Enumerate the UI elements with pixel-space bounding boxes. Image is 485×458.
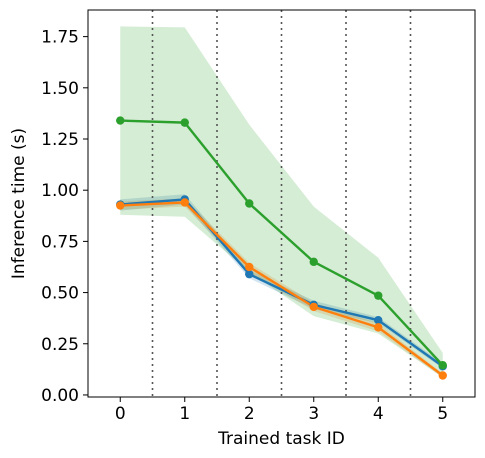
series-2-line — [120, 119, 444, 367]
x-tick-label-4: 4 — [373, 404, 384, 424]
series-1-point-0 — [116, 201, 125, 210]
series-2-band — [120, 26, 443, 378]
series-2-point-3 — [309, 257, 318, 267]
x-tick-label-0: 0 — [115, 404, 126, 424]
y-tick-label-0: 0.00 — [41, 386, 79, 406]
series-2-point-0 — [116, 116, 125, 125]
series-0-line — [120, 198, 444, 368]
confidence-bands — [120, 26, 443, 378]
series-2-point-1 — [180, 118, 189, 127]
series-1-point-2 — [245, 262, 254, 272]
series-lines — [120, 119, 444, 377]
y-tick-label-7: 1.75 — [41, 28, 79, 48]
plot-area-frame — [87, 9, 476, 398]
y-tick-label-5: 1.25 — [41, 130, 79, 150]
series-1-line — [120, 201, 444, 377]
axes: 0 1 2 3 4 5 0.00 0.25 0.50 0.75 1.00 1.25 1.50 1.75 — [41, 28, 448, 424]
y-tick-label-1: 0.25 — [41, 335, 79, 355]
y-tick-label-3: 0.75 — [41, 232, 79, 252]
series-1-point-5 — [438, 371, 447, 380]
series-2-point-4 — [374, 291, 383, 300]
series-1-point-3 — [309, 302, 318, 312]
series-1-point-4 — [374, 323, 383, 332]
series-points — [116, 116, 447, 380]
y-tick-label-2: 0.50 — [41, 284, 79, 304]
x-tick-label-3: 3 — [308, 404, 319, 424]
x-tick-label-1: 1 — [179, 404, 190, 424]
y-tick-label-4: 1.00 — [41, 181, 79, 201]
x-tick-label-2: 2 — [244, 404, 255, 424]
series-2-point-2 — [245, 199, 254, 208]
series-1-point-1 — [180, 198, 189, 207]
y-axis-label: Inference time (s) — [9, 128, 29, 279]
series-2-point-5 — [438, 361, 447, 370]
series-0-point-4 — [374, 316, 383, 325]
x-axis-label: Trained task ID — [217, 429, 345, 449]
x-tick-label-5: 5 — [437, 404, 448, 424]
series-0-point-2 — [245, 269, 254, 279]
y-tick-label-6: 1.50 — [41, 79, 79, 99]
